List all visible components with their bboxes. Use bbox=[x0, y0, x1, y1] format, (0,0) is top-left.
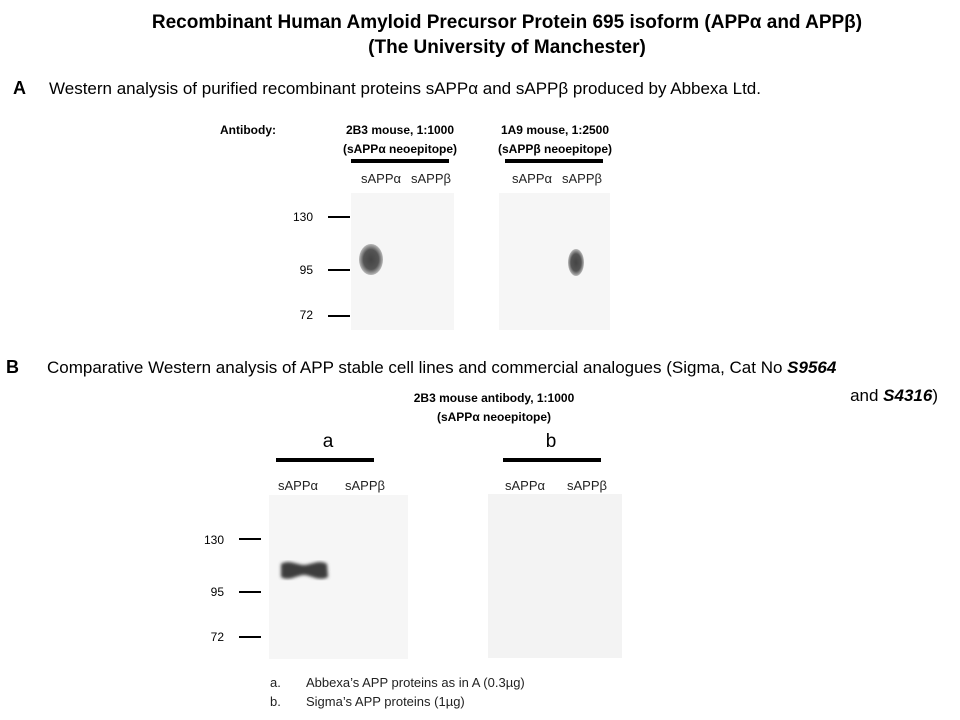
blot-b-bar bbox=[503, 458, 601, 462]
section-b-antibody: 2B3 mouse antibody, 1:1000 (sAPPα neoepi… bbox=[394, 389, 594, 427]
blot1-antibody-name: 2B3 mouse, 1:1000 bbox=[345, 123, 455, 137]
cat-no-2: S4316 bbox=[883, 386, 933, 405]
blot-b-lane-1: sAPPα bbox=[505, 478, 546, 493]
section-b-antibody-name: 2B3 mouse antibody, 1:1000 bbox=[413, 391, 575, 405]
blot2-bar bbox=[505, 159, 603, 163]
section-b-description-text: Comparative Western analysis of APP stab… bbox=[47, 358, 788, 377]
section-b-description-line2: and S4316) bbox=[850, 386, 938, 406]
section-b-antibody-epitope: (sAPPα neoepitope) bbox=[436, 410, 552, 424]
b-marker-72: 72 bbox=[210, 630, 224, 644]
blot2-membrane bbox=[499, 193, 610, 330]
b-marker-130-tick bbox=[239, 538, 261, 540]
figure-title-line1: Recombinant Human Amyloid Precursor Prot… bbox=[151, 12, 863, 33]
blot1-band bbox=[359, 244, 383, 275]
antibody-label: Antibody: bbox=[220, 123, 276, 137]
marker-95: 95 bbox=[299, 263, 313, 277]
figure-title-line2: (The University of Manchester) bbox=[368, 37, 646, 58]
b-marker-95: 95 bbox=[210, 585, 224, 599]
footnote-b-key: b. bbox=[270, 694, 281, 709]
blot2-band bbox=[568, 249, 584, 276]
section-a-description: Western analysis of purified recombinant… bbox=[49, 79, 761, 98]
b-marker-130: 130 bbox=[203, 533, 224, 547]
section-a-letter: A bbox=[13, 78, 26, 98]
blot-a-membrane bbox=[269, 495, 408, 659]
blot-a-lane-2: sAPPβ bbox=[345, 478, 385, 493]
footnote-a-key: a. bbox=[270, 675, 281, 690]
cat-no-1: S9564 bbox=[787, 358, 837, 377]
close-paren: ) bbox=[932, 386, 938, 405]
blot1-antibody: 2B3 mouse, 1:1000 (sAPPα neoepitope) bbox=[320, 121, 480, 159]
b-marker-95-tick bbox=[239, 591, 261, 593]
section-b-description: Comparative Western analysis of APP stab… bbox=[47, 358, 836, 378]
section-b-letter: B bbox=[6, 357, 19, 377]
blot1-antibody-epitope: (sAPPα neoepitope) bbox=[342, 142, 458, 156]
blot2-lane-1: sAPPα bbox=[512, 171, 553, 186]
blot-a-lane-1: sAPPα bbox=[278, 478, 319, 493]
blot1-bar bbox=[351, 159, 449, 163]
blot1-membrane bbox=[351, 193, 454, 330]
blot-a-band bbox=[281, 562, 328, 579]
blot-a-label: a bbox=[322, 431, 334, 452]
b-marker-72-tick bbox=[239, 636, 261, 638]
blot2-lane-2: sAPPβ bbox=[562, 171, 602, 186]
blot-b-label: b bbox=[545, 431, 557, 452]
footnote-b-text: Sigma’s APP proteins (1µg) bbox=[306, 694, 465, 709]
marker-130-tick bbox=[328, 216, 350, 218]
marker-130: 130 bbox=[292, 210, 313, 224]
marker-72: 72 bbox=[299, 308, 313, 322]
blot1-lane-2: sAPPβ bbox=[411, 171, 451, 186]
blot2-antibody-epitope: (sAPPβ neoepitope) bbox=[498, 142, 612, 156]
blot-b-membrane bbox=[488, 494, 622, 658]
blot2-antibody: 1A9 mouse, 1:2500 (sAPPβ neoepitope) bbox=[475, 121, 635, 159]
blot-b-lane-2: sAPPβ bbox=[567, 478, 607, 493]
blot2-antibody-name: 1A9 mouse, 1:2500 bbox=[500, 123, 610, 137]
and-text: and bbox=[850, 386, 884, 405]
footnote-a-text: Abbexa’s APP proteins as in A (0.3µg) bbox=[306, 675, 525, 690]
blot1-lane-1: sAPPα bbox=[361, 171, 402, 186]
blot-a-bar bbox=[276, 458, 374, 462]
marker-95-tick bbox=[328, 269, 350, 271]
marker-72-tick bbox=[328, 315, 350, 317]
